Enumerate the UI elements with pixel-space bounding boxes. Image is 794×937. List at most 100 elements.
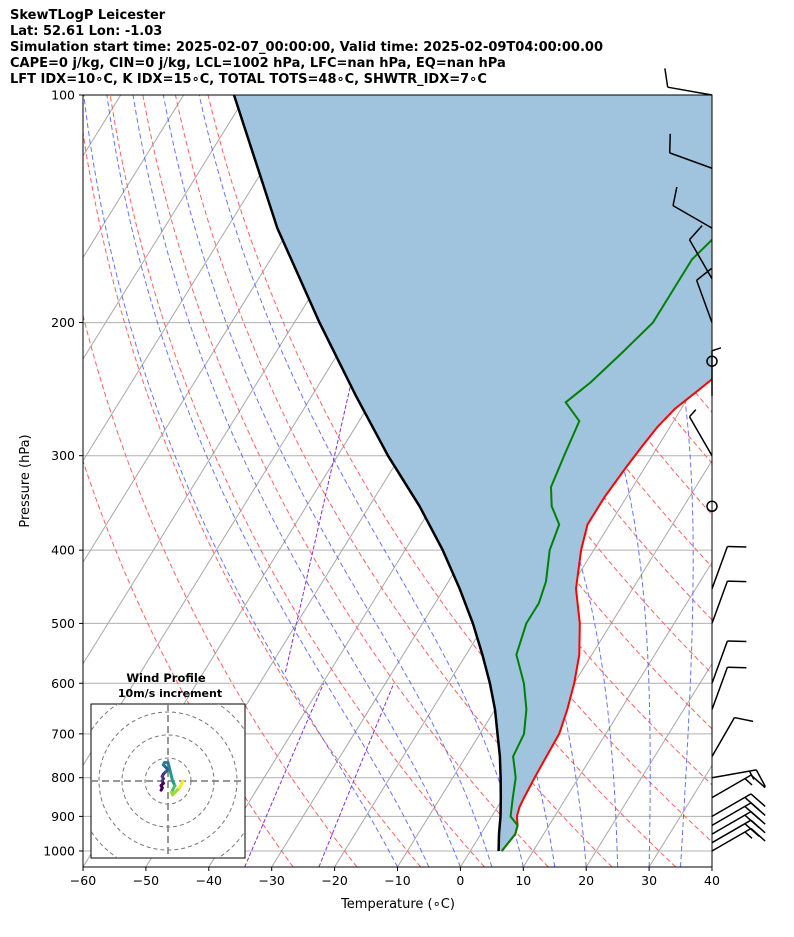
parcel-line	[232, 95, 503, 852]
x-tick-label: −10	[384, 873, 410, 888]
barb-flag	[672, 186, 678, 206]
y-tick-label: 700	[51, 726, 75, 741]
wind-barb	[672, 186, 713, 229]
profile-lines	[232, 95, 712, 852]
wind-barb	[711, 545, 747, 590]
barb-staff	[711, 667, 729, 710]
barb-flag	[696, 267, 712, 281]
barb-staff	[711, 774, 752, 799]
hodograph	[90, 703, 246, 859]
wind-barb	[711, 774, 766, 799]
wind-barbs	[664, 68, 767, 852]
wind-barb	[711, 640, 747, 684]
cape-line: CAPE=0 j/kg, CIN=0 j/kg, LCL=1002 hPa, L…	[10, 56, 506, 71]
wind-barb	[711, 347, 722, 396]
mixing-ratio-line	[244, 683, 325, 867]
barb-flag	[755, 769, 767, 787]
barb-staff	[695, 280, 713, 323]
barb-half	[744, 778, 753, 786]
y-tick-label: 1000	[43, 843, 75, 858]
moist-adiabat-line	[106, 95, 430, 867]
axes: −60 −50 −40 −30 −20 −10 0 10 20 30 40 100 200 300 400 5…	[43, 88, 720, 889]
wind-barb	[668, 133, 713, 169]
barb-staff	[711, 717, 736, 757]
barb-staff	[688, 239, 713, 280]
isotherm-line	[83, 95, 310, 462]
calm-circle	[706, 500, 718, 513]
hodograph-title: Wind Profile	[126, 671, 206, 685]
shaded-area	[234, 95, 712, 851]
barb-flag	[688, 225, 703, 241]
isotherm-line	[522, 561, 712, 867]
barb-staff	[711, 827, 752, 852]
dry-adiabat-line	[83, 459, 294, 867]
wind-barb	[711, 827, 766, 852]
dewpoint-line	[501, 238, 712, 852]
wind-barb	[711, 802, 766, 827]
wind-barb	[711, 580, 747, 624]
barb-flag	[750, 819, 766, 834]
x-tick-label: 20	[578, 873, 594, 888]
y-tick-label: 600	[51, 676, 75, 691]
y-tick-label: 100	[51, 88, 75, 103]
wind-barb	[711, 793, 766, 818]
y-tick-label: 400	[51, 543, 75, 558]
isotherm-line	[83, 95, 247, 361]
barb-flag	[750, 793, 766, 808]
x-tick-label: 30	[641, 873, 657, 888]
dry-adiabat-line	[83, 129, 422, 867]
x-tick-label: −30	[259, 873, 285, 888]
moist-adiabat-line	[83, 95, 398, 867]
dry-adiabat-line	[207, 95, 677, 867]
barb-flag	[668, 133, 671, 153]
dry-adiabat-line	[109, 95, 485, 867]
moist-adiabat-line	[132, 95, 461, 867]
wind-barb	[706, 500, 718, 513]
barb-staff	[711, 810, 752, 835]
hodograph-subtitle: 10m/s increment	[118, 687, 222, 700]
wind-barb	[711, 819, 766, 844]
x-tick-label: −50	[133, 873, 159, 888]
dry-adiabat-line	[174, 95, 613, 867]
x-tick-label: −40	[196, 873, 222, 888]
barb-staff	[711, 640, 729, 684]
dry-adiabat-line	[337, 95, 712, 675]
x-tick-label: 0	[456, 873, 464, 888]
hodograph-plot	[91, 704, 245, 858]
barb-flag	[727, 640, 747, 643]
chart-title-block: SkewTLogP Leicester Lat: 52.61 Lon: -1.0…	[10, 8, 603, 88]
barb-half	[744, 831, 753, 839]
wind-barb	[664, 68, 713, 96]
barb-flag	[727, 545, 747, 548]
wind-barb	[711, 769, 767, 787]
barb-flag	[664, 68, 669, 88]
barb-staff	[669, 152, 713, 169]
barb-half	[711, 347, 722, 352]
isotherm-line	[585, 662, 712, 867]
y-tick-label: 800	[51, 770, 75, 785]
barb-staff	[711, 802, 752, 827]
barb-staff	[711, 769, 757, 779]
barb-flag	[750, 811, 766, 825]
temperature-line	[501, 377, 712, 852]
wind-barb	[695, 267, 713, 323]
moist-adiabat-line	[198, 95, 524, 867]
barb-flag	[734, 716, 754, 723]
x-tick-label: −20	[321, 873, 347, 888]
barb-staff	[672, 204, 713, 229]
chart-title: SkewTLogP Leicester	[10, 8, 166, 23]
y-tick-label: 500	[51, 616, 75, 631]
barb-staff	[711, 819, 752, 844]
hodograph-segment	[180, 779, 185, 785]
dry-adiabat-line	[305, 95, 712, 730]
wind-barb	[711, 716, 754, 757]
y-tick-label: 900	[51, 809, 75, 824]
cape-cin-fill	[234, 95, 712, 851]
barb-staff	[688, 416, 713, 457]
y-tick-label: 300	[51, 448, 75, 463]
x-axis-label: Temperature (∘C)	[340, 897, 455, 912]
x-tick-label: 10	[515, 873, 531, 888]
barb-staff	[667, 86, 713, 96]
x-tick-label: 40	[704, 873, 720, 888]
